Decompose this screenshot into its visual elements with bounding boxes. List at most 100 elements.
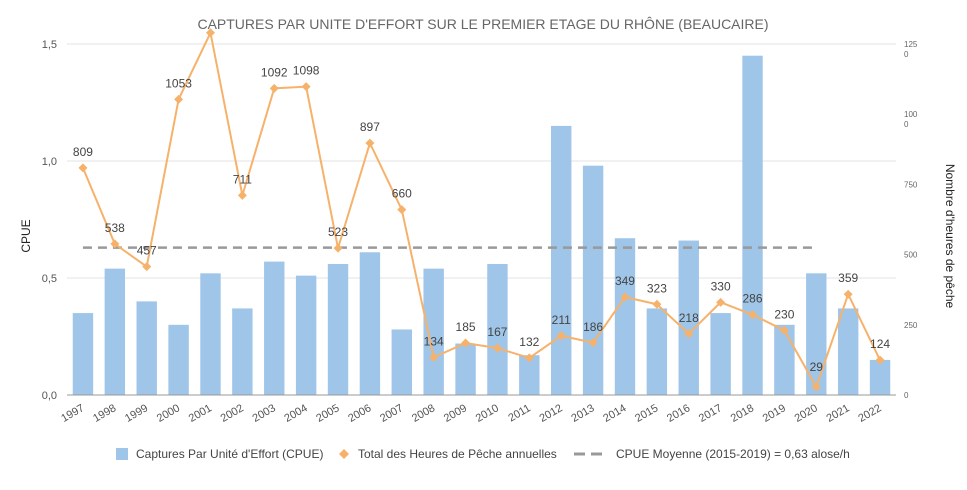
cpue-bar <box>327 263 349 395</box>
effort-data-label: 286 <box>743 292 763 306</box>
legend-label-average: CPUE Moyenne (2015-2019) = 0,63 alose/h <box>616 447 850 461</box>
x-tick-label: 1998 <box>91 402 118 425</box>
bar-series <box>72 55 891 396</box>
cpue-bar <box>582 165 604 395</box>
effort-marker <box>843 289 853 299</box>
effort-data-label: 660 <box>392 187 412 201</box>
cpue-bar <box>646 308 668 395</box>
cpue-bar <box>391 329 412 395</box>
cpue-bar <box>806 273 827 395</box>
effort-marker <box>492 343 502 353</box>
effort-data-label: 218 <box>679 311 699 325</box>
y2-axis-title: Nombre d'heures de pêche <box>943 164 957 309</box>
effort-marker <box>556 331 566 341</box>
cpue-bar <box>519 355 540 395</box>
x-tick-label: 2009 <box>442 402 469 425</box>
legend-diamond-swatch <box>339 449 349 459</box>
x-tick-label: 2002 <box>219 402 246 425</box>
cpue-bar <box>423 268 444 395</box>
effort-data-label: 809 <box>73 145 93 159</box>
effort-data-label: 1092 <box>261 65 288 79</box>
effort-marker <box>110 239 120 249</box>
cpue-bar <box>774 324 795 395</box>
effort-data-label: 132 <box>519 335 539 349</box>
x-tick-label: 2021 <box>824 402 851 425</box>
effort-marker <box>811 382 821 392</box>
effort-data-label: 1098 <box>293 64 320 78</box>
effort-data-label: 359 <box>838 271 858 285</box>
effort-data-label: 29 <box>810 360 824 374</box>
y-tick-label: 1,0 <box>42 156 57 168</box>
effort-data-label: 1053 <box>165 76 192 90</box>
effort-marker <box>684 329 694 339</box>
x-tick-label: 2006 <box>346 402 373 425</box>
x-tick-label: 2012 <box>538 402 565 425</box>
cpue-bar <box>678 240 699 395</box>
effort-data-label: 185 <box>456 320 476 334</box>
effort-marker <box>588 338 598 348</box>
effort-data-label: 211 <box>552 313 571 327</box>
x-tick-label: 2019 <box>761 402 788 425</box>
effort-marker <box>779 325 789 335</box>
y2-tick-label: 250 <box>904 321 918 330</box>
effort-marker <box>365 138 375 148</box>
effort-data-label: 523 <box>328 225 348 239</box>
effort-marker <box>269 83 279 93</box>
effort-marker <box>205 28 215 38</box>
cpue-bar <box>72 313 94 395</box>
x-tick-label: 2007 <box>378 402 405 425</box>
chart-title: CAPTURES PAR UNITE D'EFFORT SUR LE PREMI… <box>197 16 768 32</box>
effort-marker <box>142 262 152 272</box>
y-tick-label: 0,5 <box>42 273 57 285</box>
effort-marker <box>78 163 88 173</box>
x-tick-label: 2008 <box>410 402 437 425</box>
cpue-bar <box>551 125 572 396</box>
cpue-bar <box>614 238 636 395</box>
effort-marker <box>174 94 184 104</box>
cpue-bar <box>136 301 157 395</box>
effort-marker <box>716 297 726 307</box>
y2-tick-label: 0 <box>904 120 909 129</box>
x-tick-label: 2020 <box>793 402 820 425</box>
effort-data-label: 323 <box>647 281 667 295</box>
y2-tick-label: 100 <box>904 110 918 119</box>
effort-data-label: 457 <box>137 244 157 258</box>
effort-data-label: 134 <box>424 334 444 348</box>
effort-marker <box>397 205 407 215</box>
x-tick-label: 2022 <box>856 402 883 425</box>
effort-marker <box>301 82 311 92</box>
x-tick-label: 2003 <box>251 402 278 425</box>
x-tick-label: 2017 <box>697 402 724 425</box>
cpue-bar <box>837 308 859 395</box>
effort-line <box>82 29 881 390</box>
cpue-bar <box>264 261 285 395</box>
effort-marker <box>620 292 630 302</box>
effort-data-label: 167 <box>487 325 507 339</box>
y2-tick-label: 125 <box>904 40 918 49</box>
cpue-bar <box>168 324 189 395</box>
cpue-bar <box>742 55 763 395</box>
y2-tick-label: 750 <box>904 180 918 189</box>
y2-tick-label: 0 <box>904 391 909 400</box>
legend-bar-swatch <box>116 448 128 460</box>
x-tick-label: 2016 <box>665 402 692 425</box>
effort-marker <box>237 190 247 200</box>
effort-data-label: 349 <box>615 274 635 288</box>
effort-data-label: 186 <box>583 320 603 334</box>
x-tick-label: 2013 <box>569 402 596 425</box>
effort-marker <box>748 310 758 320</box>
effort-marker <box>875 355 885 365</box>
x-tick-label: 2001 <box>187 402 214 425</box>
effort-marker <box>652 299 662 309</box>
gridlines <box>67 43 896 396</box>
legend-label-effort: Total des Heures de Pêche annuelles <box>358 447 557 461</box>
effort-marker <box>524 353 534 363</box>
effort-marker <box>461 338 471 348</box>
cpue-bar <box>232 308 253 395</box>
x-tick-label: 2018 <box>729 402 756 425</box>
cpue-bar <box>104 268 126 395</box>
effort-data-label: 124 <box>870 337 890 351</box>
legend: Captures Par Unité d'Effort (CPUE) Total … <box>116 447 850 461</box>
